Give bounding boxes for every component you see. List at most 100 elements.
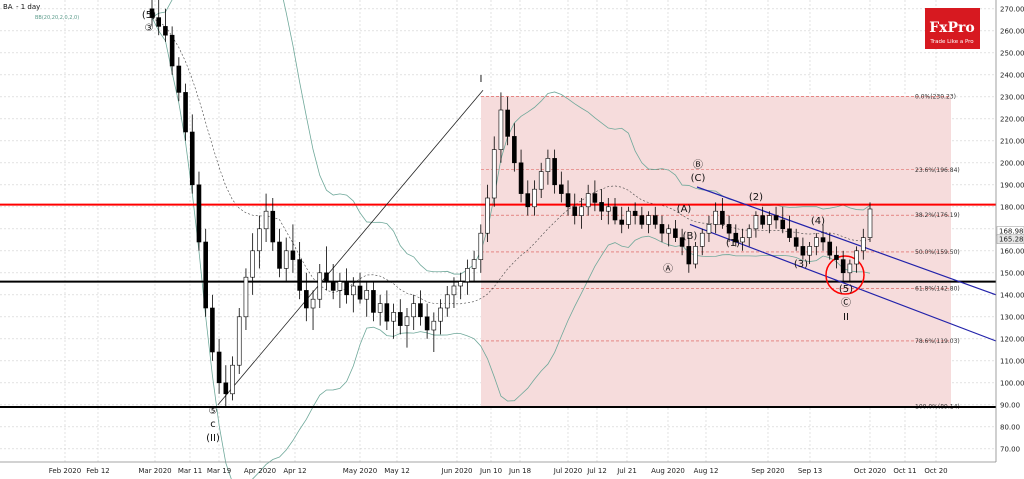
candle-body — [498, 109, 504, 150]
candle-body — [344, 281, 349, 296]
candle-body — [666, 228, 671, 234]
candle-body — [699, 232, 705, 247]
channel-upper — [696, 186, 997, 296]
candle-body — [820, 237, 826, 243]
trend-lines — [217, 89, 997, 406]
candle-body — [565, 193, 571, 208]
y-tick-label: 160.00 — [1000, 247, 1024, 255]
candle-body — [169, 34, 175, 67]
fib-level-label: 0.0%(230.23) — [915, 93, 956, 100]
price-label: 165.28 — [999, 236, 1024, 244]
candle-body — [404, 316, 410, 326]
fib-level-label: 78.6%(119.03) — [915, 338, 960, 345]
candle-body — [626, 210, 631, 225]
candle-body — [713, 210, 718, 225]
wave-label: (4) — [811, 216, 825, 227]
timeframe-label: - 1 day — [16, 3, 40, 11]
candle-body — [814, 237, 819, 247]
candle-body — [720, 210, 725, 225]
candle-body — [377, 303, 383, 313]
candle-body — [686, 246, 692, 265]
price-label: 168.98 — [999, 228, 1024, 236]
wave-label: (A) — [677, 204, 692, 215]
candle-body — [505, 109, 510, 137]
candle-body — [216, 351, 222, 384]
x-tick-label: Apr 2020 — [244, 467, 276, 475]
x-tick-label: Oct 11 — [893, 467, 916, 475]
candle-body — [780, 219, 786, 230]
y-tick-label: 130.00 — [1000, 313, 1024, 321]
candle-body — [438, 307, 443, 322]
candle-body — [324, 272, 329, 282]
candle-body — [270, 210, 276, 243]
y-tick-label: 90.00 — [1000, 401, 1020, 409]
candle-body — [552, 158, 557, 186]
candle-body — [579, 206, 584, 216]
logo-text: FxPro — [929, 20, 975, 36]
wave-label: Ⓒ — [841, 297, 851, 309]
candle-body — [478, 232, 484, 260]
candle-body — [317, 272, 323, 300]
x-tick-label: Mar 2020 — [138, 467, 171, 475]
candle-body — [250, 250, 255, 278]
candle-body — [632, 210, 638, 216]
candle-body — [485, 197, 490, 234]
candle-body — [444, 294, 450, 309]
wave-label: ⑤ — [209, 406, 218, 417]
x-tick-label: Aug 2020 — [651, 467, 685, 475]
candle-body — [706, 224, 712, 234]
candle-body — [391, 312, 396, 322]
x-tick-label: Jun 18 — [508, 467, 531, 475]
candle-body — [364, 290, 370, 300]
candle-body — [243, 276, 249, 318]
x-tick-label: Jul 21 — [616, 467, 637, 475]
candle-body — [787, 228, 792, 238]
candle-body — [679, 237, 685, 247]
y-tick-label: 240.00 — [1000, 71, 1024, 79]
candle-body — [471, 259, 477, 269]
candle-body — [619, 219, 625, 225]
candle-body — [431, 320, 437, 331]
x-tick-label: Mar 11 — [178, 467, 202, 475]
y-tick-label: 140.00 — [1000, 291, 1024, 299]
wave-label: (II) — [206, 433, 220, 444]
candle-body — [639, 215, 645, 225]
candle-body — [397, 312, 403, 326]
logo-tagline: Trade Like a Pro — [929, 39, 974, 45]
candle-body — [149, 8, 155, 18]
candle-body — [257, 228, 262, 252]
candle-body — [512, 136, 517, 164]
wave-label: (B) — [683, 231, 698, 242]
y-tick-label: 230.00 — [1000, 93, 1024, 101]
candle-body — [807, 246, 812, 256]
x-tick-label: Feb 12 — [86, 467, 110, 475]
y-tick-label: 210.00 — [1000, 137, 1024, 145]
candle-body — [746, 228, 752, 238]
candle-body — [834, 254, 839, 260]
candle-body — [760, 215, 765, 225]
candle-body — [753, 215, 759, 230]
logo-box — [925, 8, 980, 49]
y-tick-label: 100.00 — [1000, 379, 1024, 387]
candle-body — [283, 250, 289, 269]
candle-body — [351, 285, 356, 296]
candle-body — [525, 193, 531, 208]
y-axis: 70.00 80.00 90.00 100.00 110.00 120.00 130.00 1… — [995, 0, 1024, 462]
candle-body — [538, 171, 544, 190]
candle-body — [867, 208, 873, 238]
candle-body — [176, 65, 182, 93]
candle-body — [740, 237, 745, 243]
candle-body — [793, 237, 799, 247]
candle-body — [585, 193, 591, 208]
wave-label: (5) — [839, 284, 853, 295]
highlight-circle — [825, 255, 865, 295]
wave-label: (5) — [142, 10, 156, 21]
fib-level-label: 50.0%(159.50) — [915, 249, 960, 256]
y-tick-label: 270.00 — [1000, 5, 1024, 13]
y-tick-label: 190.00 — [1000, 181, 1024, 189]
wave-label: (3) — [794, 259, 808, 270]
candle-body — [559, 184, 564, 194]
candle-body — [223, 382, 229, 395]
candle-body — [652, 215, 658, 225]
